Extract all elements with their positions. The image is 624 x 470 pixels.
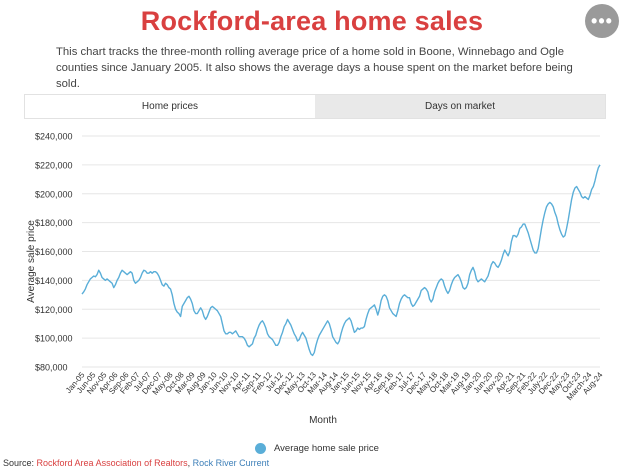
source-separator: , [187, 458, 193, 468]
ellipsis-icon: ••• [591, 10, 613, 31]
tab-home-prices[interactable]: Home prices [25, 95, 315, 118]
more-options-button[interactable]: ••• [585, 4, 619, 38]
source-link-rrc[interactable]: Rock River Current [192, 458, 270, 468]
chart-tabs: Home prices Days on market [24, 94, 606, 119]
y-tick-label: $100,000 [35, 334, 73, 344]
page-title: Rockford-area home sales [140, 6, 484, 36]
y-tick-label: $200,000 [35, 189, 73, 199]
y-tick-label: $160,000 [35, 247, 73, 257]
y-tick-label: $220,000 [35, 160, 73, 170]
chart-description: This chart tracks the three-month rollin… [56, 46, 573, 90]
source-prefix: Source: [3, 458, 37, 468]
tab-days-on-market[interactable]: Days on market [315, 95, 605, 118]
chart-legend[interactable]: Average home sale price [255, 443, 379, 454]
x-axis-label: Month [309, 415, 337, 426]
y-tick-label: $240,000 [35, 132, 73, 142]
source-credit: Source: Rockford Area Association of Rea… [3, 458, 269, 468]
y-axis-label: Average sale price [26, 220, 37, 303]
series-line-average-home-sale-price [81, 164, 601, 357]
y-tick-label: $140,000 [35, 276, 73, 286]
y-tick-label: $180,000 [35, 218, 73, 228]
y-tick-label: $80,000 [35, 363, 68, 373]
y-tick-label: $120,000 [35, 305, 73, 315]
legend-label: Average home sale price [274, 443, 379, 454]
source-link-raar[interactable]: Rockford Area Association of Realtors [36, 458, 188, 468]
legend-marker-icon [255, 443, 266, 454]
line-chart: $80,000 $100,000 $120,000 $140,000 $160,000 $… [26, 132, 605, 427]
